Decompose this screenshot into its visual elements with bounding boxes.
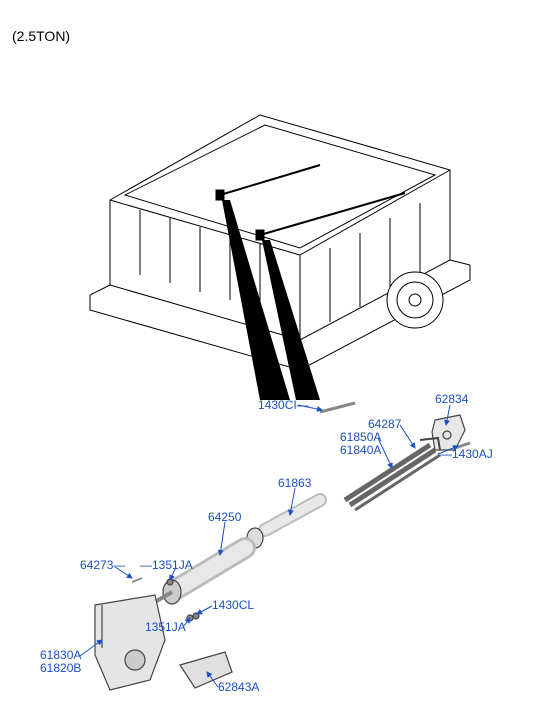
label-64250: 64250: [208, 510, 241, 524]
label-1430CL: 1430CL: [212, 598, 254, 612]
label-1430AJ: —1430AJ: [440, 447, 493, 461]
label-61820B: 61820B: [40, 661, 81, 675]
label-61863: 61863: [278, 476, 311, 490]
label-1351JA-top: —1351JA: [140, 558, 193, 572]
label-62834: 62834: [435, 392, 468, 406]
label-61840A: 61840A: [340, 443, 381, 457]
label-62843A: 62843A: [218, 680, 259, 694]
label-1430CI: 1430CI—: [258, 398, 309, 412]
label-64273: 64273—: [80, 558, 125, 572]
truck-diagram: [0, 0, 537, 727]
label-1351JA-bot: 1351JA: [145, 620, 186, 634]
